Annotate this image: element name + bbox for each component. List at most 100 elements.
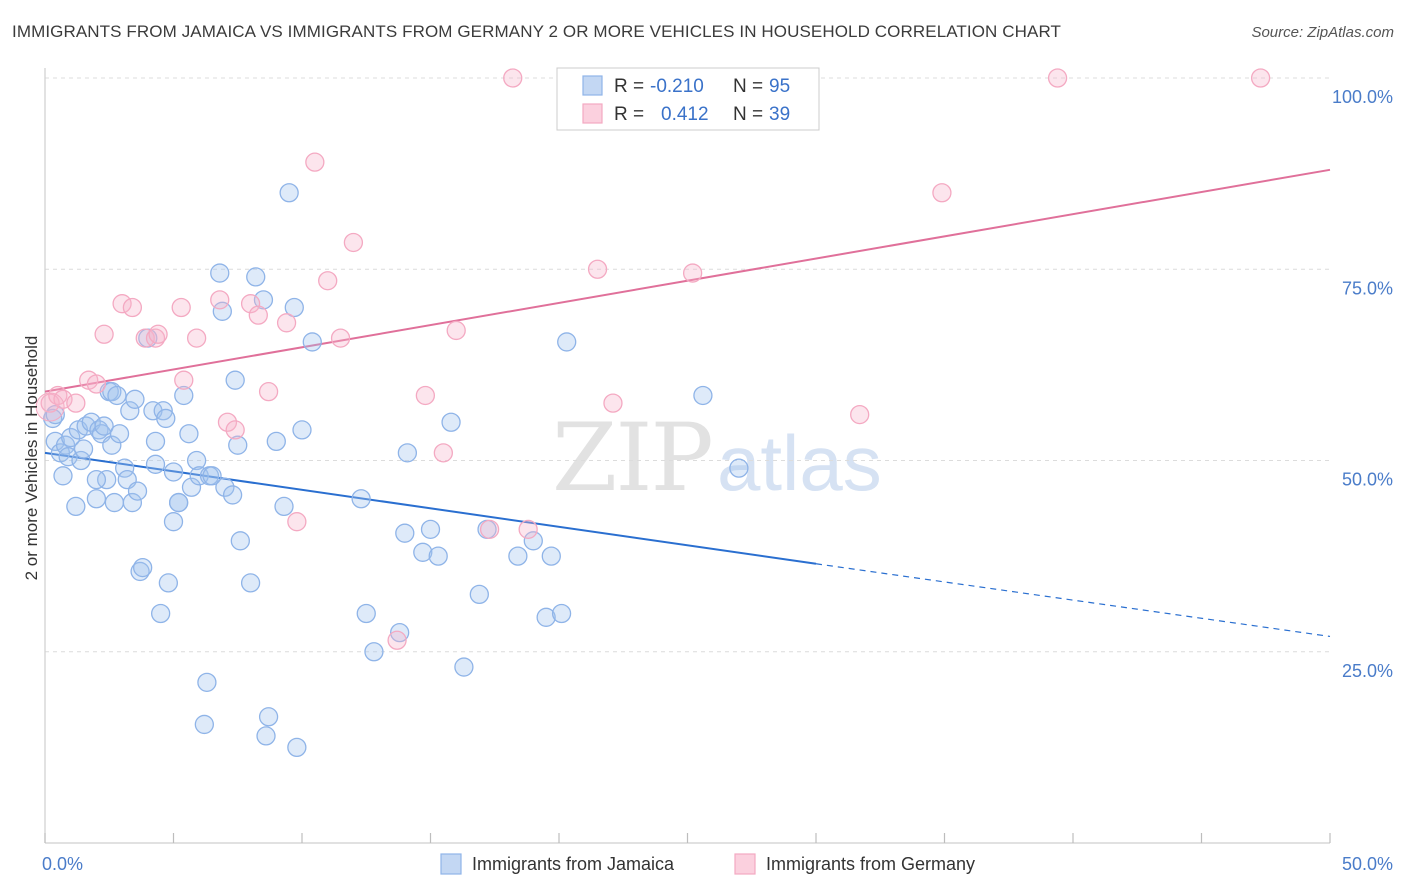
point-germany bbox=[415, 385, 436, 406]
point-jamaica bbox=[122, 492, 143, 513]
point-jamaica bbox=[266, 431, 286, 452]
point-germany bbox=[94, 324, 114, 344]
point-jamaica bbox=[73, 439, 94, 459]
point-jamaica bbox=[150, 603, 171, 624]
point-germany bbox=[210, 290, 230, 310]
point-jamaica bbox=[115, 458, 135, 478]
trend-line-jamaica bbox=[44, 451, 817, 565]
point-jamaica bbox=[541, 546, 561, 566]
point-jamaica bbox=[523, 531, 543, 551]
point-jamaica bbox=[413, 542, 433, 562]
point-jamaica bbox=[158, 573, 179, 593]
watermark-zip: ZIP bbox=[552, 404, 712, 513]
stats-legend-swatch-jamaica bbox=[582, 75, 603, 96]
point-jamaica bbox=[102, 435, 122, 455]
point-jamaica bbox=[197, 672, 217, 692]
axes bbox=[44, 68, 1331, 844]
point-jamaica bbox=[693, 385, 713, 406]
point-germany bbox=[248, 305, 268, 325]
stats-legend: R = -0.210 N = 95 R = 0.412 N = 39 bbox=[556, 67, 820, 131]
point-germany bbox=[186, 328, 207, 348]
point-germany bbox=[122, 297, 143, 318]
point-jamaica bbox=[508, 546, 528, 566]
point-jamaica bbox=[215, 477, 235, 497]
point-jamaica bbox=[94, 416, 114, 436]
point-jamaica bbox=[212, 301, 232, 321]
x-tick-labels: 0.0% 50.0% bbox=[42, 854, 1393, 874]
legend-swatch-germany bbox=[734, 853, 756, 875]
point-jamaica bbox=[145, 454, 166, 474]
point-jamaica bbox=[102, 381, 122, 402]
point-germany bbox=[35, 392, 65, 422]
stats-n-label-germany: N = bbox=[733, 104, 763, 125]
point-germany bbox=[112, 294, 132, 314]
point-germany bbox=[387, 630, 407, 650]
point-jamaica bbox=[279, 183, 299, 203]
point-jamaica bbox=[228, 435, 248, 455]
y-tick-label: 50.0% bbox=[1342, 470, 1393, 490]
stats-r-value-germany: 0.412 bbox=[661, 104, 709, 125]
point-jamaica bbox=[557, 332, 577, 352]
stats-n-value-jamaica: 95 bbox=[769, 76, 790, 97]
point-germany bbox=[258, 381, 279, 402]
point-jamaica bbox=[109, 424, 130, 444]
point-jamaica bbox=[222, 485, 243, 505]
point-jamaica bbox=[210, 263, 230, 283]
point-jamaica bbox=[351, 489, 371, 509]
stats-legend-swatch-germany bbox=[582, 103, 603, 124]
point-jamaica bbox=[45, 431, 65, 452]
point-jamaica bbox=[202, 466, 222, 486]
chart-title: IMMIGRANTS FROM JAMAICA VS IMMIGRANTS FR… bbox=[12, 22, 1061, 41]
point-germany bbox=[479, 519, 500, 539]
point-jamaica bbox=[292, 420, 312, 440]
legend-swatch-jamaica bbox=[440, 853, 462, 875]
point-jamaica bbox=[97, 469, 117, 490]
point-germany bbox=[518, 519, 538, 539]
point-jamaica bbox=[397, 443, 418, 463]
point-germany bbox=[86, 374, 107, 394]
point-jamaica bbox=[287, 737, 307, 758]
point-jamaica bbox=[454, 657, 474, 677]
point-jamaica bbox=[125, 389, 145, 409]
trend-line-jamaica-extension bbox=[815, 563, 1331, 638]
point-germany bbox=[276, 313, 297, 333]
point-jamaica bbox=[163, 512, 184, 532]
point-germany bbox=[240, 294, 261, 314]
y-tick-labels: 100.0% 75.0% 50.0% 25.0% bbox=[1332, 87, 1393, 681]
point-jamaica bbox=[551, 603, 572, 624]
point-jamaica bbox=[230, 531, 250, 551]
point-jamaica bbox=[469, 584, 489, 605]
stats-r-label-jamaica: R = bbox=[614, 76, 644, 97]
point-germany bbox=[446, 320, 466, 341]
point-jamaica bbox=[240, 573, 261, 593]
point-germany bbox=[171, 297, 191, 318]
point-germany bbox=[287, 512, 307, 532]
point-jamaica bbox=[107, 385, 127, 406]
point-jamaica bbox=[86, 489, 107, 509]
point-germany bbox=[174, 370, 194, 390]
point-jamaica bbox=[302, 332, 322, 352]
point-germany bbox=[850, 404, 870, 425]
watermark: ZIP atlas bbox=[552, 404, 882, 513]
point-jamaica bbox=[395, 523, 415, 543]
point-jamaica bbox=[246, 267, 266, 287]
y-tick-label: 100.0% bbox=[1332, 87, 1393, 107]
point-jamaica bbox=[179, 424, 199, 444]
point-jamaica bbox=[364, 642, 384, 662]
point-jamaica bbox=[133, 557, 153, 578]
point-jamaica bbox=[420, 519, 441, 539]
point-germany bbox=[603, 393, 623, 413]
point-jamaica bbox=[729, 458, 749, 478]
point-jamaica bbox=[356, 603, 376, 624]
point-germany bbox=[318, 271, 338, 291]
point-jamaica bbox=[174, 385, 194, 406]
point-jamaica bbox=[186, 450, 207, 471]
point-jamaica bbox=[256, 726, 276, 746]
point-jamaica bbox=[168, 492, 189, 513]
point-jamaica bbox=[163, 462, 184, 482]
point-germany bbox=[225, 420, 245, 440]
point-germany bbox=[433, 443, 454, 463]
point-jamaica bbox=[127, 481, 148, 501]
stats-n-label-jamaica: N = bbox=[733, 76, 763, 97]
